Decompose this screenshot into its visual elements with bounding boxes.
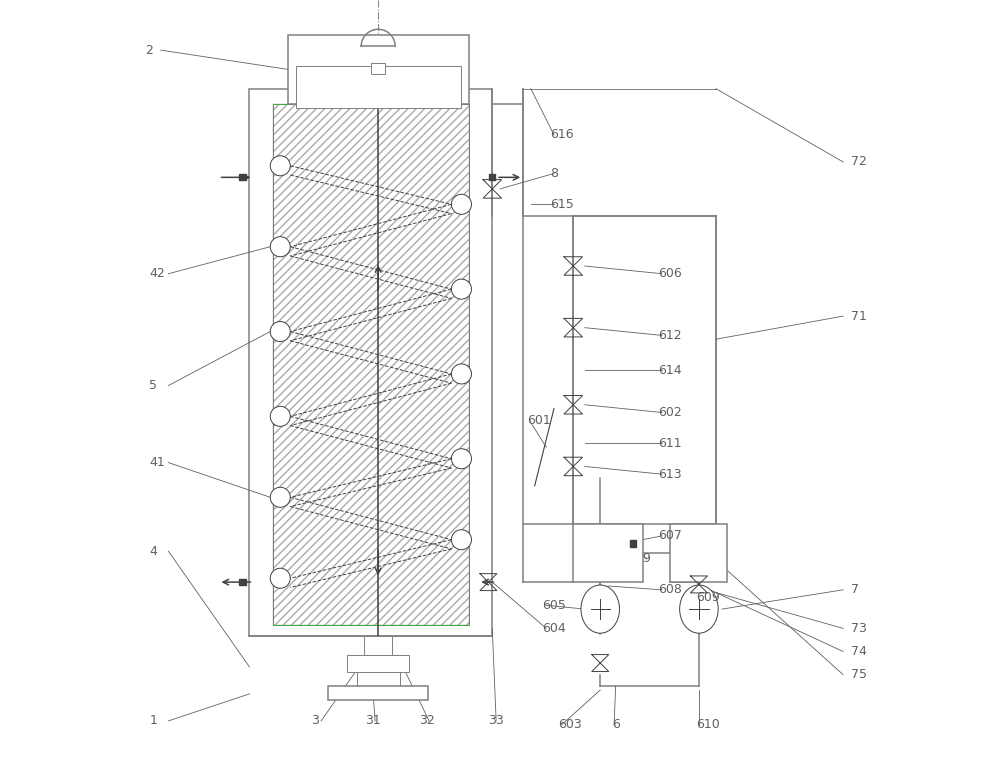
Text: 41: 41 <box>149 456 165 469</box>
Text: 8: 8 <box>550 167 558 180</box>
Text: 71: 71 <box>851 310 867 322</box>
Text: 605: 605 <box>542 599 566 611</box>
Bar <box>371 63 385 74</box>
Bar <box>288 35 469 104</box>
Text: 614: 614 <box>658 364 682 376</box>
Text: 31: 31 <box>365 715 381 727</box>
Text: 610: 610 <box>697 719 720 731</box>
Circle shape <box>270 568 290 588</box>
Text: 3: 3 <box>311 715 319 727</box>
Text: 603: 603 <box>558 719 582 731</box>
Text: 4: 4 <box>149 545 157 557</box>
Bar <box>273 104 469 625</box>
Bar <box>239 579 246 585</box>
Text: 613: 613 <box>658 468 682 480</box>
Circle shape <box>451 364 471 384</box>
Text: 611: 611 <box>658 437 682 449</box>
Bar <box>357 672 400 686</box>
Ellipse shape <box>680 585 718 633</box>
Text: 612: 612 <box>658 329 682 342</box>
Text: 615: 615 <box>550 198 574 210</box>
Text: 42: 42 <box>149 268 165 280</box>
Bar <box>296 66 461 108</box>
Circle shape <box>270 156 290 176</box>
Bar <box>239 174 246 180</box>
Circle shape <box>270 406 290 426</box>
Text: 7: 7 <box>851 584 859 596</box>
Circle shape <box>270 322 290 342</box>
Bar <box>489 174 495 180</box>
Text: 608: 608 <box>658 584 682 596</box>
Circle shape <box>451 530 471 550</box>
Bar <box>249 89 492 636</box>
Text: 74: 74 <box>851 645 867 658</box>
Text: 606: 606 <box>658 268 682 280</box>
Text: 73: 73 <box>851 622 867 635</box>
Text: 5: 5 <box>149 379 157 392</box>
Text: 72: 72 <box>851 156 867 168</box>
Text: 601: 601 <box>527 414 551 426</box>
Circle shape <box>451 279 471 299</box>
Text: 607: 607 <box>658 530 682 542</box>
Text: 33: 33 <box>488 715 504 727</box>
Text: 6: 6 <box>612 719 620 731</box>
Circle shape <box>451 449 471 469</box>
Bar <box>630 540 636 547</box>
Text: 32: 32 <box>419 715 435 727</box>
Ellipse shape <box>581 585 620 633</box>
Bar <box>523 216 573 524</box>
Bar <box>273 104 469 625</box>
Text: 616: 616 <box>550 129 574 141</box>
Text: 609: 609 <box>697 591 720 604</box>
Bar <box>573 216 716 524</box>
Text: 2: 2 <box>145 44 153 56</box>
Text: 602: 602 <box>658 406 682 419</box>
Bar <box>573 524 643 582</box>
Circle shape <box>270 487 290 507</box>
Bar <box>670 524 727 582</box>
Text: 75: 75 <box>851 668 867 681</box>
Text: 1: 1 <box>149 715 157 727</box>
Text: 604: 604 <box>542 622 566 635</box>
Circle shape <box>270 237 290 257</box>
Bar <box>347 655 409 672</box>
Circle shape <box>451 194 471 214</box>
Bar <box>328 686 428 700</box>
Text: 9: 9 <box>643 553 651 565</box>
Bar <box>364 636 392 655</box>
